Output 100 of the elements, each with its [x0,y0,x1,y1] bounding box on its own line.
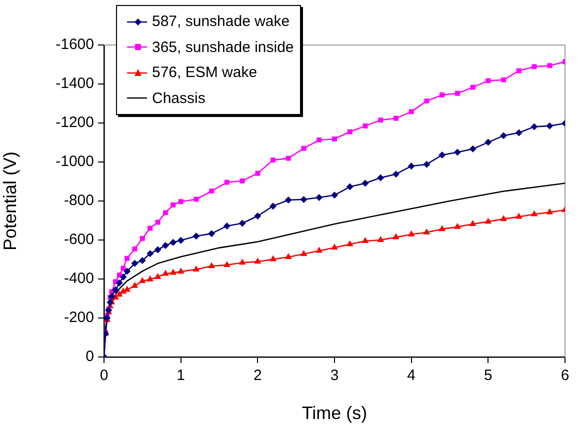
point [116,290,123,297]
point [393,116,398,121]
y-tick-label: -800 [64,192,94,210]
point [138,276,146,283]
point [408,162,415,170]
point [469,145,476,152]
point [392,170,400,178]
point [532,64,537,70]
point [162,210,168,216]
x-tick-label: 5 [484,367,492,384]
point [547,63,552,68]
x-axis-title: Time (s) [302,403,368,424]
point [192,232,200,240]
point [331,192,338,199]
point [501,77,506,82]
point [484,138,492,146]
point [208,262,216,268]
point [286,156,291,161]
point [209,188,214,194]
point [131,282,138,288]
point [316,246,323,253]
point [530,123,538,130]
legend-label: 576, ESM wake [152,63,258,83]
point [192,265,200,272]
point [170,202,176,208]
point [423,228,430,234]
point [331,244,338,250]
point [500,132,508,140]
point [124,286,131,292]
point [177,268,184,274]
point [362,180,369,187]
point [270,202,277,210]
point [362,123,368,128]
point [332,136,337,142]
point [254,258,262,264]
point [454,148,461,156]
x-tick-label: 2 [253,367,262,384]
point [177,236,184,244]
point [316,194,323,201]
point [284,252,292,259]
y-tick-label: 0 [86,348,94,366]
point [120,266,126,271]
x-tick-label: 4 [407,367,416,384]
point [124,256,130,261]
point [148,226,153,231]
point [515,129,522,136]
y-tick-label: -1000 [56,153,94,170]
legend-label: 365, sunshade inside [152,38,294,58]
point [438,151,446,158]
point [140,236,145,241]
point [486,78,491,84]
point [223,222,230,230]
x-tick-label: 0 [100,367,108,384]
point [377,236,384,242]
point [424,98,430,104]
point [423,160,430,168]
point [440,92,445,98]
point [270,255,276,262]
point [238,258,246,265]
point [454,222,461,229]
point [470,84,476,90]
point [116,279,123,286]
point [178,199,184,204]
point [138,256,146,264]
point [284,196,292,204]
point [316,137,322,142]
point [392,233,400,240]
point [347,129,352,134]
y-tick-label: -600 [64,231,94,248]
point [408,109,414,114]
point [454,90,460,96]
point [255,170,260,176]
point [155,220,160,225]
point [301,146,306,151]
point [484,218,492,224]
point [170,268,177,275]
point [146,250,154,258]
point [300,250,308,256]
point [516,68,522,74]
point [378,118,384,123]
y-tick-label: -1200 [56,114,94,132]
point [208,230,216,238]
y-tick-label: -200 [64,309,94,326]
y-tick-label: -400 [64,270,94,288]
point [500,214,507,221]
point [194,196,199,202]
point [377,174,384,182]
x-tick-label: 6 [560,367,570,384]
point [120,274,127,281]
point [254,212,262,220]
point [346,183,354,190]
point [223,260,230,267]
y-axis-title: Potential (V) [0,151,20,251]
x-tick-label: 3 [330,367,339,384]
point [124,268,131,275]
point [469,220,476,226]
point [132,246,138,252]
point [154,273,162,280]
point [238,220,246,227]
point [438,225,446,232]
